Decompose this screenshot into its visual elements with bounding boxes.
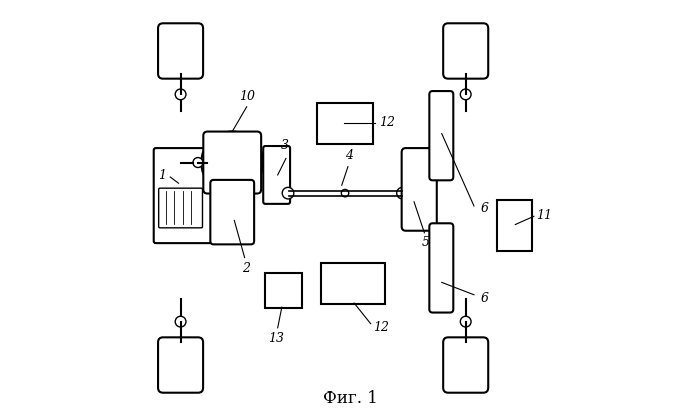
Circle shape [193,158,203,168]
FancyBboxPatch shape [159,188,202,228]
Bar [265,273,302,308]
FancyBboxPatch shape [263,146,290,204]
Text: 12: 12 [379,116,395,129]
FancyBboxPatch shape [210,180,254,244]
Text: 10: 10 [239,89,255,103]
FancyBboxPatch shape [402,148,437,231]
FancyBboxPatch shape [443,23,488,79]
Text: 13: 13 [268,332,284,345]
FancyBboxPatch shape [154,148,211,243]
Circle shape [175,316,186,327]
FancyBboxPatch shape [429,223,454,312]
Text: 5: 5 [421,236,430,249]
FancyBboxPatch shape [158,23,203,79]
Text: 6: 6 [480,201,488,215]
Text: 4: 4 [345,149,354,162]
Text: Фиг. 1: Фиг. 1 [323,389,377,406]
Circle shape [201,131,263,193]
FancyBboxPatch shape [429,91,454,180]
Circle shape [175,89,186,100]
Circle shape [397,187,408,199]
Bar [497,200,532,251]
FancyBboxPatch shape [443,337,488,393]
Text: 1: 1 [158,169,166,182]
FancyBboxPatch shape [203,131,261,193]
Circle shape [461,89,471,100]
Circle shape [461,316,471,327]
Text: 11: 11 [536,209,552,222]
Text: 3: 3 [281,139,288,152]
Text: 12: 12 [372,320,389,334]
Bar [317,103,372,144]
Circle shape [342,189,349,197]
Text: 6: 6 [480,292,488,305]
FancyBboxPatch shape [158,337,203,393]
Text: 2: 2 [242,262,250,275]
Bar [321,262,385,304]
Circle shape [282,187,294,199]
